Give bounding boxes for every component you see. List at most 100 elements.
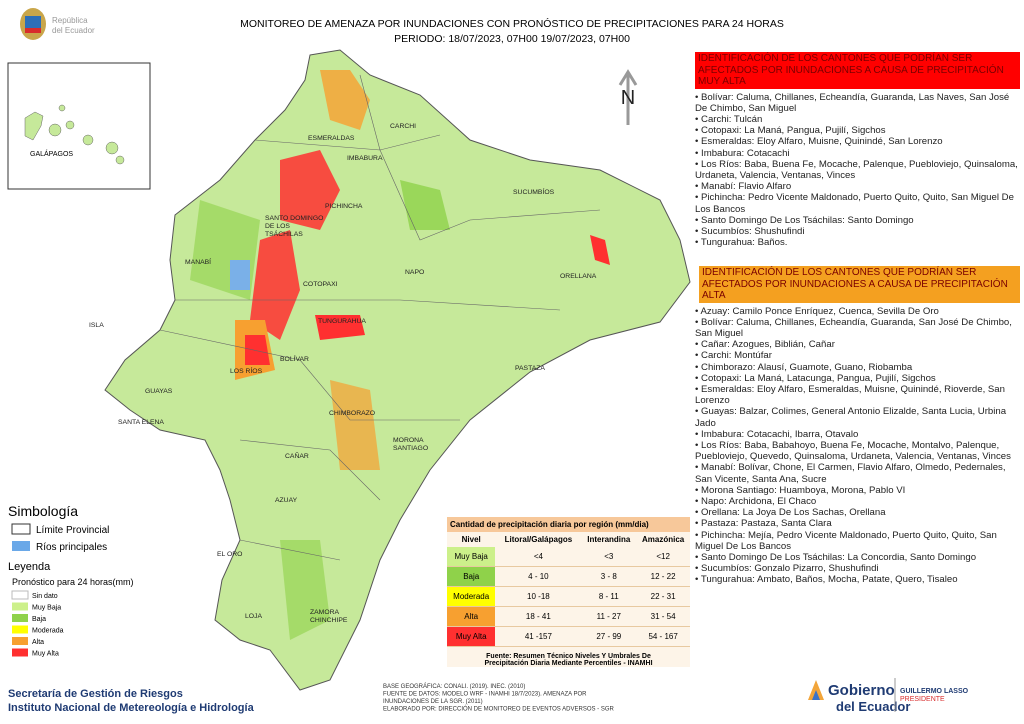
province-label: EL ORO: [217, 551, 242, 558]
table-row: Muy Alta 41 -157 27 - 99 54 - 167: [447, 626, 690, 647]
province-label: LOS RÍOS: [230, 366, 263, 375]
table-cell: 18 - 41: [495, 606, 582, 627]
province-label: TUNGURAHUA: [318, 318, 366, 325]
table-cell: <3: [581, 547, 637, 567]
legend-item: Alta: [32, 639, 44, 646]
table-row: Muy Baja <4 <3 <12: [447, 547, 690, 567]
north-arrow: [618, 69, 638, 125]
province-label: PASTAZA: [515, 365, 545, 372]
list-item: Esmeraldas: Eloy Alfaro, Esmeraldas, Mui…: [695, 384, 1020, 406]
list-item: Pichincha: Pedro Vicente Maldonado, Puer…: [695, 192, 1020, 214]
list-item: Cotopaxi: La Maná, Pangua, Pujilí, Sigch…: [695, 125, 1020, 136]
province-label: SANTO DOMINGO DE LOS TSÁCHILAS: [265, 215, 323, 238]
list: Bolívar: Caluma, Chillanes, Echeandía, G…: [695, 92, 1020, 249]
table-cell: <4: [495, 547, 582, 567]
table-cell: 3 - 8: [581, 566, 637, 587]
province-label: LOJA: [245, 613, 262, 620]
province-label: SUCUMBÍOS: [513, 187, 555, 196]
org: Instituto Nacional de Metereología e Hid…: [8, 702, 255, 714]
inset-frame: [7, 62, 151, 190]
list-item: Chimborazo: Alausí, Guamote, Guano, Riob…: [695, 362, 1020, 373]
province-label: MANABÍ: [185, 257, 211, 266]
logo: República del Ecuador: [20, 8, 95, 40]
province-label: PICHINCHA: [325, 203, 363, 210]
table-cell: 27 - 99: [581, 626, 637, 647]
province-label: AZUAY: [275, 497, 298, 504]
province-label: ORELLANA: [560, 273, 597, 280]
source-line: Precipitación Diaria Mediante Percentile…: [484, 660, 653, 667]
table-source: Fuente: Resumen Técnico Niveles Y Umbral…: [447, 647, 690, 667]
period: PERIODO: 18/07/2023, 07H00 19/07/2023, 0…: [394, 33, 630, 45]
swatch: [12, 648, 28, 657]
notes: BASE GEOGRÁFICA: CONALI. (2019). INEC. (…: [383, 683, 614, 713]
legend-item: Sin dato: [32, 593, 58, 600]
list-item: Manabí: Flavio Alfaro: [695, 181, 1020, 192]
president: PRESIDENTE: [900, 696, 945, 703]
province-label: BOLÍVAR: [280, 354, 309, 363]
table-title: Cantidad de precipitación diaria por reg…: [447, 517, 690, 532]
table-cell: Moderada: [447, 586, 496, 607]
list-item: Bolívar: Caluma, Chillanes, Echeandía, G…: [695, 317, 1020, 339]
table-cell: 4 - 10: [495, 566, 582, 587]
list-item: Cotopaxi: La Maná, Latacunga, Pangua, Pu…: [695, 373, 1020, 384]
table-cell: 10 -18: [495, 586, 582, 607]
province-label: SANTA ELENA: [118, 419, 164, 426]
legend-heading: Leyenda: [8, 561, 51, 573]
note: ELABORADO POR: DIRECCIÓN DE MONITOREO DE…: [383, 706, 614, 713]
country: República: [52, 16, 88, 25]
swatch: [12, 625, 28, 634]
table-cell: 8 - 11: [581, 586, 637, 607]
list-item: Carchi: Montúfar: [695, 350, 1020, 361]
section-heading: IDENTIFICACIÓN DE LOS CANTONES QUE PODRÍ…: [699, 266, 1020, 303]
table-cell: Baja: [447, 566, 496, 587]
list-item: Imbabura: Cotacachi, Ibarra, Otavalo: [695, 429, 1020, 440]
table-row: Alta 18 - 41 11 - 27 31 - 54: [447, 606, 690, 627]
table-cell: 12 - 22: [636, 566, 690, 587]
table-header: Nivel: [461, 535, 481, 544]
list-item: Guayas: Balzar, Colimes, General Antonio…: [695, 406, 1020, 428]
table-cell: Muy Baja: [447, 547, 496, 567]
list-item: Sucumbíos: Gonzalo Pizarro, Shushufindi: [695, 563, 1020, 574]
province-label: ESMERALDAS: [308, 135, 355, 142]
table-header: Amazónica: [642, 535, 685, 544]
legend-item: Muy Alta: [32, 651, 59, 658]
list-item: Santo Domingo De Los Tsáchilas: La Conco…: [695, 552, 1020, 563]
footer: Secretaría de Gestión de Riesgos Institu…: [8, 678, 969, 714]
swatch: [12, 614, 28, 622]
list-item: Napo: Archidona, El Chaco: [695, 496, 1020, 507]
section: IDENTIFICACIÓN DE LOS CANTONES QUE PODRÍ…: [695, 52, 1020, 248]
table-cell: 22 - 31: [636, 586, 690, 607]
province-label: ISLA: [89, 322, 104, 329]
threshold-table: Cantidad de precipitación diaria por reg…: [447, 517, 690, 667]
section: IDENTIFICACIÓN DE LOS CANTONES QUE PODRÍ…: [695, 266, 1020, 586]
north: N: [621, 87, 635, 109]
source-line: Fuente: Resumen Técnico Niveles Y Umbral…: [486, 653, 651, 660]
province-label: IMBABURA: [347, 155, 383, 162]
list: Azuay: Camilo Ponce Enríquez, Cuenca, Se…: [695, 306, 1020, 586]
note: INUNDACIONES DE LA SGR. (2011): [383, 699, 483, 705]
table-row: Moderada 10 -18 8 - 11 22 - 31: [447, 586, 690, 607]
list-item: Bolívar: Caluma, Chillanes, Echeandía, G…: [695, 92, 1020, 114]
table-cell: 31 - 54: [636, 606, 690, 627]
list-item: Pichincha: Mejía, Pedro Vicente Maldonad…: [695, 530, 1020, 552]
province-label: NAPO: [405, 269, 424, 276]
list-item: Tungurahua: Ambato, Baños, Mocha, Patate…: [695, 574, 1020, 585]
swatch: [12, 602, 28, 611]
org: Secretaría de Gestión de Riesgos: [8, 688, 183, 700]
section-heading: IDENTIFICACIÓN DE LOS CANTONES QUE PODRÍ…: [695, 52, 1020, 89]
table-cell: Muy Alta: [447, 626, 496, 647]
table: Nivel Litoral/Galápagos Interandina Amazóni…: [447, 532, 690, 647]
list-item: Cañar: Azogues, Biblián, Cañar: [695, 339, 1020, 350]
swatch: [11, 590, 29, 600]
table-cell: 41 -157: [495, 626, 582, 647]
legend-heading: Simbología: [8, 503, 78, 519]
list-item: Azuay: Camilo Ponce Enríquez, Cuenca, Se…: [695, 306, 1020, 317]
province-boundaries: [159, 74, 601, 561]
list-item: Morona Santiago: Huamboya, Morona, Pablo…: [695, 485, 1020, 496]
province-labels: CARCHI ESMERALDAS IMBABURA SUCUMBÍOS PICHINC…: [89, 123, 597, 624]
legend-item: Límite Provincial: [36, 525, 109, 536]
president: GUILLERMO LASSO: [900, 688, 969, 695]
title: MONITOREO DE AMENAZA POR INUNDACIONES CO…: [240, 17, 784, 30]
